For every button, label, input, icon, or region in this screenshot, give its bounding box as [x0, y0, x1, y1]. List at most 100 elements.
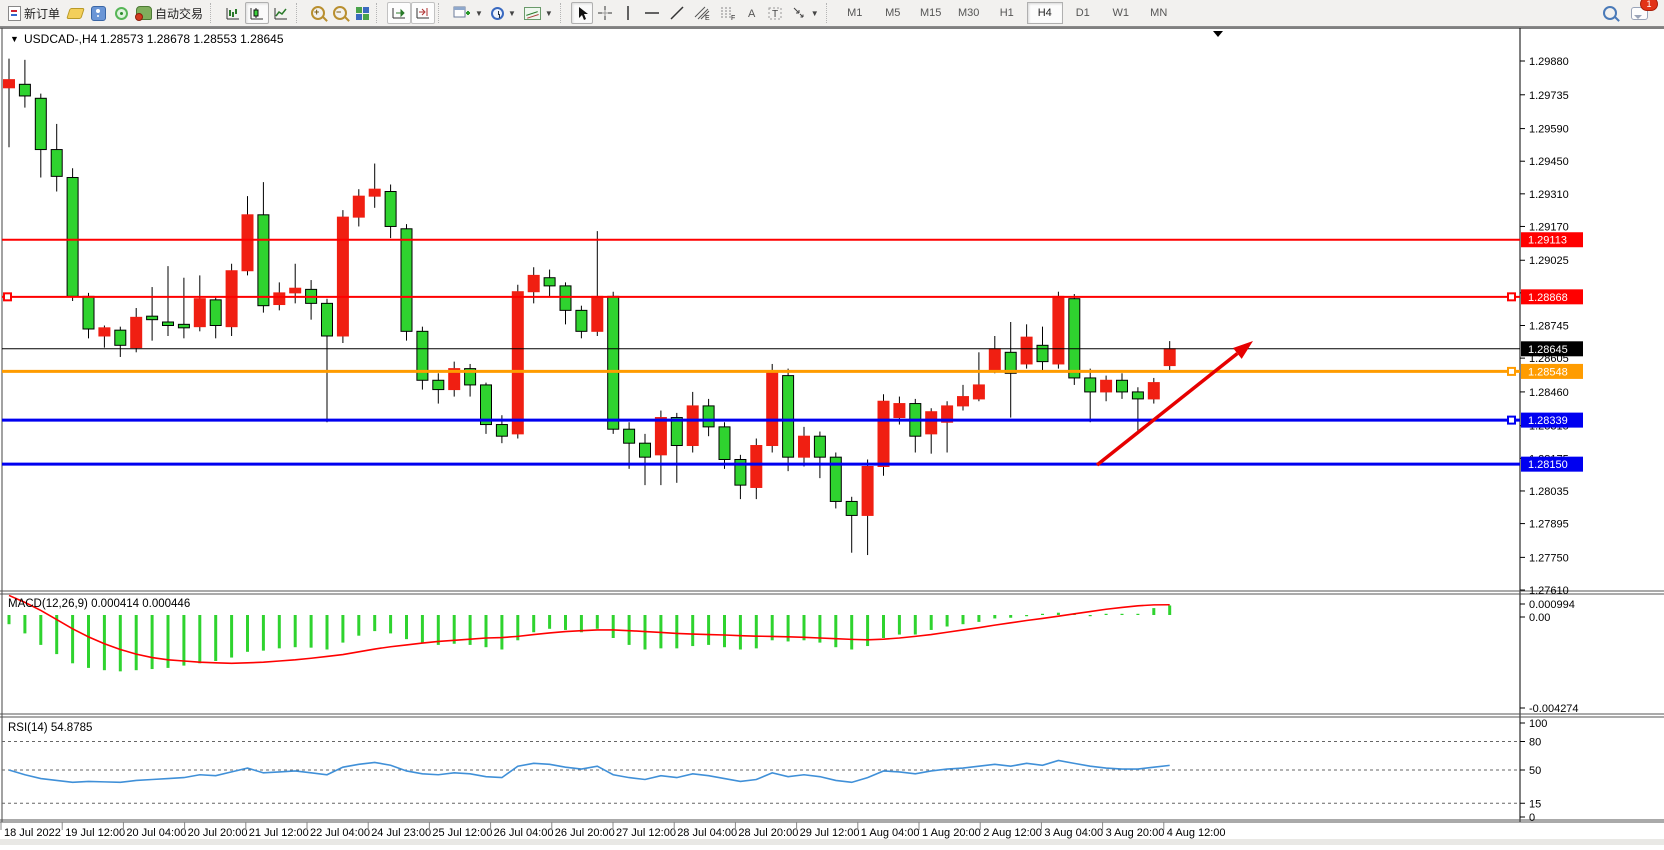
crosshair-button[interactable] [593, 2, 617, 24]
fibonacci-icon: F [720, 7, 735, 21]
chart-shift-marker-icon[interactable] [1213, 31, 1223, 37]
trend-annotation-arrow[interactable] [1095, 341, 1253, 467]
notification-badge: 1 [1640, 0, 1658, 11]
price-lines[interactable] [2, 238, 1520, 466]
notifications-button[interactable]: 1 [1627, 0, 1658, 24]
candle-body [130, 316, 143, 349]
trendline-button[interactable] [665, 2, 689, 24]
svg-text:E: E [705, 15, 710, 21]
price-badge [1521, 456, 1583, 472]
candle-body [34, 97, 47, 151]
signals-button[interactable] [110, 2, 132, 24]
cursor-button[interactable] [570, 2, 593, 24]
eraser-button[interactable] [64, 2, 87, 24]
text-button[interactable]: A [741, 2, 763, 24]
price-badge [1521, 341, 1583, 357]
dropdown-caret-icon: ▼ [475, 8, 483, 18]
arrows-button[interactable]: ▼ [787, 2, 823, 24]
timeframe-m30-button[interactable]: M30 [958, 7, 980, 19]
price-badge-label: 1.28548 [1528, 366, 1568, 378]
zoom-in-button[interactable]: + [307, 2, 329, 24]
candle-body [241, 214, 254, 272]
vertical-line-icon [627, 6, 629, 20]
price-axis[interactable]: 1.29880 1.29735 1.29590 1.29450 1.29310 1.291… [1520, 56, 1583, 597]
line-handle [1507, 366, 1516, 376]
time-label: 27 Jul 12:00 [616, 827, 676, 839]
text-label-button[interactable]: T [763, 2, 787, 24]
time-label: 19 Jul 12:00 [65, 827, 125, 839]
toolbar-separator [210, 3, 218, 23]
price-badge-label: 1.28150 [1528, 459, 1568, 471]
chart-background [0, 27, 1664, 845]
line-handle [1507, 292, 1516, 302]
timeframe-d1-button[interactable]: D1 [1075, 7, 1090, 19]
candle-body [257, 214, 270, 307]
candle-body [623, 428, 636, 444]
candle-body [1100, 379, 1113, 393]
search-button[interactable] [1599, 2, 1621, 24]
time-label: 28 Jul 04:00 [677, 827, 737, 839]
timeframe-w1-button[interactable]: W1 [1112, 7, 1129, 19]
new-order-button[interactable]: 新订单 [4, 2, 64, 24]
zoom-out-button[interactable]: − [329, 2, 351, 24]
line-handle [3, 292, 12, 302]
line-chart-button[interactable] [269, 2, 293, 24]
auto-trading-button[interactable]: 自动交易 [132, 2, 207, 24]
time-label: 3 Aug 04:00 [1044, 827, 1103, 839]
rsi-line [8, 759, 1170, 784]
candle-body [686, 405, 699, 447]
candle-body [209, 299, 222, 326]
candle-body [352, 195, 365, 218]
equidistant-channel-button[interactable]: E [689, 2, 715, 24]
candle-body [972, 384, 985, 400]
candle-body [66, 177, 79, 297]
timeframe-m5-button[interactable]: M5 [885, 7, 901, 19]
chart-title-ohlc: 1.28573 1.28678 1.28553 1.28645 [100, 32, 284, 46]
tile-windows-button[interactable] [351, 2, 373, 24]
candle-body [861, 465, 874, 516]
zoom-out-icon: − [333, 6, 348, 20]
time-label: 4 Aug 12:00 [1167, 827, 1226, 839]
toolbar-separator [376, 3, 384, 23]
fibonacci-button[interactable]: F [715, 2, 741, 24]
timeframe-h4-button[interactable]: H4 [1026, 2, 1063, 24]
bar-chart-button[interactable] [221, 2, 245, 24]
candle-body [225, 270, 238, 328]
timeframe-m1-button[interactable]: M1 [847, 7, 863, 19]
candle-body [1004, 351, 1017, 374]
candle-body [336, 216, 349, 337]
svg-text:T: T [772, 9, 778, 20]
candle-body [448, 368, 461, 391]
templates-button[interactable]: ▼ [520, 2, 557, 24]
horizontal-line-button[interactable] [639, 2, 665, 24]
time-label: 26 Jul 20:00 [555, 827, 615, 839]
candle-body [416, 330, 429, 381]
cursor-icon [578, 6, 588, 20]
dropdown-caret-icon: ▼ [810, 8, 819, 18]
price-tick-label: 1.28035 [1529, 486, 1569, 498]
candle-body [384, 191, 397, 227]
periods-button[interactable]: ▼ [487, 2, 520, 24]
timeframe-mn-button[interactable]: MN [1150, 7, 1168, 19]
symbol-dropdown-icon[interactable]: ▼ [10, 34, 19, 44]
candlestick-chart-button[interactable] [245, 2, 270, 24]
market-watch-button[interactable] [87, 2, 110, 24]
timeframe-h1-button[interactable]: H1 [999, 7, 1014, 19]
timeframe-m15-button[interactable]: M15 [920, 7, 942, 19]
vertical-line-button[interactable] [617, 2, 639, 24]
clock-icon [490, 6, 504, 20]
line-chart-icon [274, 8, 288, 20]
candle-body [702, 405, 715, 428]
candle-body [670, 417, 683, 447]
price-badge-label: 1.28645 [1528, 344, 1568, 356]
candle-body [18, 83, 31, 97]
auto-scroll-button[interactable] [387, 2, 412, 24]
new-chart-button[interactable]: ▼ [449, 2, 487, 24]
time-axis[interactable]: 18 Jul 2022 19 Jul 12:00 20 Jul 04:00 20 Ju… [0, 822, 1226, 839]
search-icon [1603, 6, 1617, 20]
price-badge [1521, 363, 1583, 379]
candle-body [3, 79, 15, 89]
chart-shift-button[interactable] [411, 2, 436, 24]
